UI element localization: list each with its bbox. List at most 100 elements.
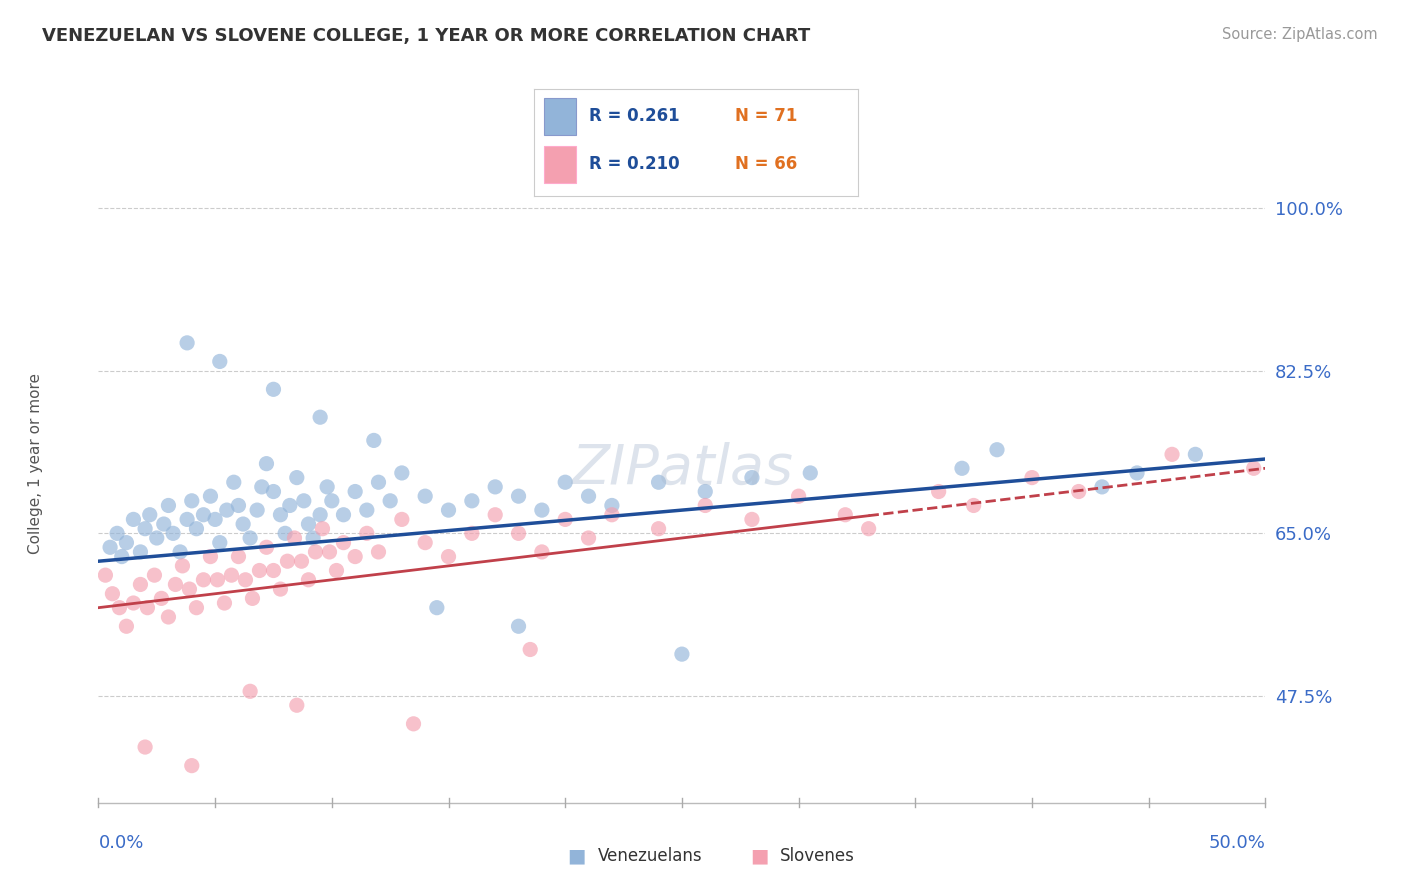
Point — [278, 499, 301, 513]
Point — [508, 619, 530, 633]
Point — [787, 489, 810, 503]
Point — [256, 541, 278, 555]
Point — [157, 499, 180, 513]
Point — [200, 549, 222, 564]
Point — [484, 508, 506, 522]
Point — [98, 541, 121, 555]
Point — [391, 466, 413, 480]
Point — [858, 522, 880, 536]
Text: VENEZUELAN VS SLOVENE COLLEGE, 1 YEAR OR MORE CORRELATION CHART: VENEZUELAN VS SLOVENE COLLEGE, 1 YEAR OR… — [42, 27, 810, 45]
Point — [146, 531, 169, 545]
Point — [600, 508, 623, 522]
Point — [207, 573, 229, 587]
Point — [129, 545, 152, 559]
Point — [152, 517, 174, 532]
Point — [356, 526, 378, 541]
Point — [426, 600, 449, 615]
Point — [367, 545, 389, 559]
Point — [180, 493, 202, 508]
Point — [269, 508, 291, 522]
Point — [461, 493, 484, 508]
Point — [269, 582, 291, 596]
Point — [228, 499, 250, 513]
Point — [344, 484, 367, 499]
Point — [136, 600, 159, 615]
Text: R = 0.261: R = 0.261 — [589, 107, 681, 125]
Point — [309, 508, 332, 522]
Point — [214, 596, 236, 610]
Point — [250, 480, 273, 494]
Point — [508, 526, 530, 541]
Point — [321, 493, 343, 508]
Point — [554, 475, 576, 490]
Point — [309, 410, 332, 425]
Point — [986, 442, 1008, 457]
Point — [256, 457, 278, 471]
Point — [262, 564, 284, 578]
Point — [242, 591, 264, 606]
Point — [176, 335, 198, 350]
Point — [311, 522, 333, 536]
Text: R = 0.210: R = 0.210 — [589, 155, 681, 173]
Point — [519, 642, 541, 657]
Point — [402, 716, 425, 731]
Point — [186, 600, 208, 615]
Point — [165, 577, 187, 591]
Text: Slovenes: Slovenes — [780, 847, 855, 865]
Point — [1091, 480, 1114, 494]
Point — [332, 535, 354, 549]
Point — [193, 573, 215, 587]
Point — [741, 470, 763, 484]
Point — [94, 568, 117, 582]
Point — [554, 512, 576, 526]
Point — [647, 475, 669, 490]
Point — [413, 535, 436, 549]
Point — [578, 531, 600, 545]
Point — [228, 549, 250, 564]
Point — [325, 564, 347, 578]
Point — [1243, 461, 1265, 475]
Point — [437, 503, 460, 517]
Point — [356, 503, 378, 517]
Point — [285, 470, 308, 484]
Text: Source: ZipAtlas.com: Source: ZipAtlas.com — [1222, 27, 1378, 42]
Point — [928, 484, 950, 499]
Point — [222, 475, 245, 490]
Point — [274, 526, 297, 541]
Point — [115, 535, 138, 549]
Point — [530, 545, 553, 559]
Point — [344, 549, 367, 564]
Point — [600, 499, 623, 513]
Point — [332, 508, 354, 522]
Point — [179, 582, 201, 596]
Point — [246, 503, 269, 517]
Point — [200, 489, 222, 503]
Point — [215, 503, 238, 517]
Point — [799, 466, 821, 480]
Point — [363, 434, 385, 448]
Point — [297, 517, 319, 532]
Point — [484, 480, 506, 494]
Point — [1126, 466, 1149, 480]
Point — [186, 522, 208, 536]
Point — [139, 508, 162, 522]
Point — [285, 698, 308, 713]
Point — [262, 484, 284, 499]
Point — [193, 508, 215, 522]
Point — [283, 531, 305, 545]
Point — [647, 522, 669, 536]
Text: ■: ■ — [749, 847, 769, 865]
Text: N = 66: N = 66 — [735, 155, 797, 173]
Point — [122, 596, 145, 610]
Point — [318, 545, 340, 559]
Point — [157, 610, 180, 624]
Point — [461, 526, 484, 541]
Point — [413, 489, 436, 503]
Point — [834, 508, 856, 522]
Point — [150, 591, 173, 606]
Point — [172, 558, 194, 573]
Point — [304, 545, 326, 559]
Point — [111, 549, 134, 564]
Point — [129, 577, 152, 591]
Point — [508, 489, 530, 503]
